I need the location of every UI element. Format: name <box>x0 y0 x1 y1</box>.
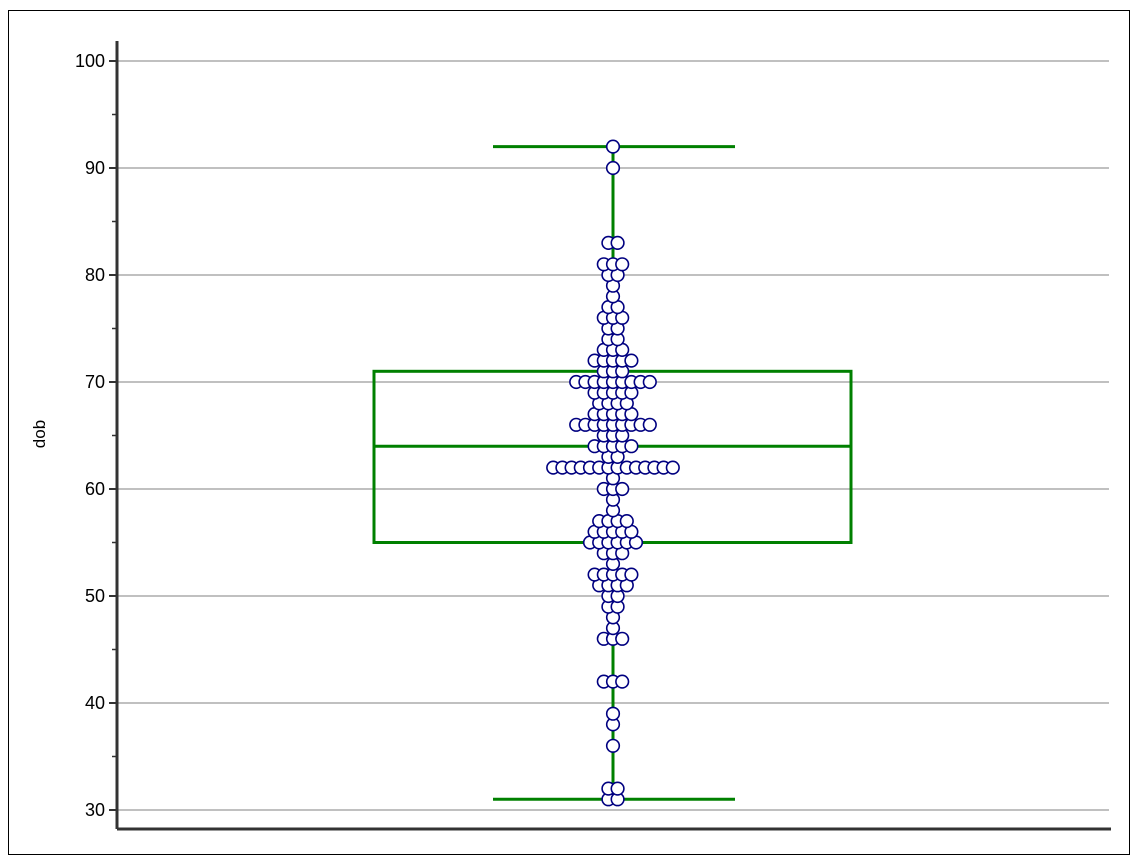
y-tick-label-70: 70 <box>85 372 105 392</box>
box-plot: 30 40 50 60 70 80 90 100 dob <box>30 41 1111 831</box>
data-point <box>624 439 639 454</box>
data-point <box>605 160 621 176</box>
data-point <box>642 417 657 432</box>
y-tick-label-60: 60 <box>85 479 105 499</box>
data-point <box>642 374 657 390</box>
data-point <box>605 738 621 753</box>
y-tick-label-90: 90 <box>85 158 105 178</box>
data-point <box>610 235 625 250</box>
data-points <box>546 139 680 807</box>
data-point <box>624 353 639 368</box>
axes: 30 40 50 60 70 80 90 100 <box>75 41 1111 831</box>
data-point <box>619 514 634 529</box>
y-tick-label-100: 100 <box>75 51 105 71</box>
data-point <box>615 674 630 689</box>
data-point <box>615 257 630 272</box>
y-tick-label-30: 30 <box>85 800 105 820</box>
data-point <box>665 460 680 475</box>
data-point <box>615 631 630 646</box>
y-tick-label-40: 40 <box>85 693 105 713</box>
y-tick-label-50: 50 <box>85 586 105 606</box>
y-tick-label-80: 80 <box>85 265 105 285</box>
data-point <box>615 481 630 497</box>
data-point <box>610 781 625 796</box>
data-point <box>605 139 621 154</box>
data-point <box>624 567 639 582</box>
chart-frame: 30 40 50 60 70 80 90 100 dob <box>8 10 1130 855</box>
y-axis-label: dob <box>30 420 49 448</box>
data-point <box>605 706 621 721</box>
